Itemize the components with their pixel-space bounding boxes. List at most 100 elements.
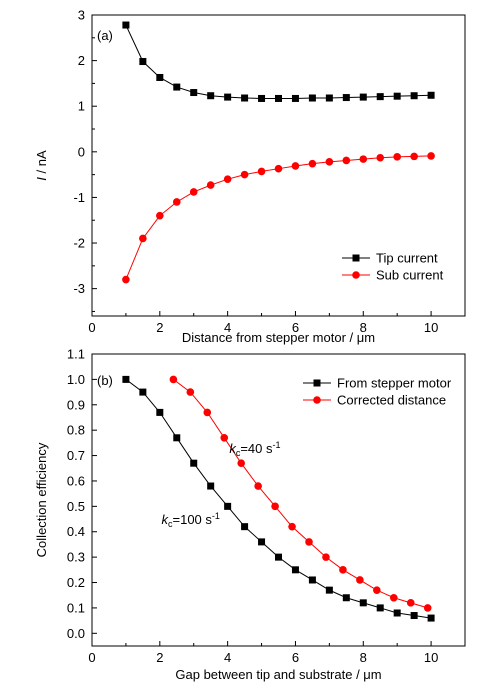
data-point-circle <box>206 181 215 189</box>
data-point-circle <box>220 433 229 442</box>
annotation-symbol: k <box>162 512 170 527</box>
data-point-square <box>139 388 147 396</box>
x-tick-label: 2 <box>156 650 163 665</box>
x-tick-label: 2 <box>156 320 163 335</box>
y-tick-label: 2 <box>78 53 85 68</box>
data-point-square <box>275 94 282 102</box>
legend-marker-circle <box>352 271 360 279</box>
panel-a-chart: 0 2 4 6 8 10 -3 -2 -1 0 1 2 3 Distance from stepper m… <box>34 8 466 345</box>
y-tick-label: 0 <box>78 144 85 159</box>
y-tick-label: 1.1 <box>67 347 85 362</box>
data-point-circle <box>274 164 283 173</box>
data-point-circle <box>257 167 266 176</box>
data-point-circle <box>342 156 351 165</box>
y-tick-label: 1.0 <box>67 372 85 387</box>
y-tick-label: 0.3 <box>67 550 85 565</box>
data-point-circle <box>406 599 415 607</box>
data-point-square <box>207 482 215 490</box>
x-tick-label: 4 <box>224 320 231 335</box>
data-point-circle <box>254 482 262 490</box>
data-point-square <box>342 94 350 102</box>
data-point-circle <box>237 459 245 467</box>
data-point-square <box>359 93 367 101</box>
data-point-square <box>156 408 164 416</box>
data-point-square <box>190 89 198 97</box>
legend-marker-square <box>352 254 360 262</box>
y-axis-title-unit: / nA <box>34 150 49 177</box>
data-point-square <box>308 576 316 584</box>
data-point-square <box>275 553 282 561</box>
y-tick-label: 0.7 <box>67 448 85 463</box>
data-point-circle <box>122 275 130 284</box>
data-point-square <box>325 94 333 102</box>
data-point-square <box>207 92 215 100</box>
y-tick-label: 0.4 <box>67 524 85 539</box>
panel-label: (b) <box>97 373 113 388</box>
data-point-circle <box>288 522 296 531</box>
data-point-circle <box>291 162 300 170</box>
x-tick-label: 6 <box>292 650 299 665</box>
data-point-circle <box>389 593 398 602</box>
y-tick-label: 1 <box>78 99 85 114</box>
annotation-superscript: -1 <box>273 440 281 450</box>
y-tick-label: -2 <box>73 236 85 251</box>
data-point-circle <box>156 211 164 220</box>
y-tick-label: -3 <box>73 281 85 296</box>
data-point-square <box>122 21 130 29</box>
x-axis-title: Distance from stepper motor / μm <box>182 330 375 345</box>
data-point-square <box>410 612 418 620</box>
x-axis-title: Gap between tip and substrate / μm <box>175 667 381 682</box>
data-point-square <box>122 375 130 383</box>
annotation-value: =40 s <box>240 441 273 456</box>
data-point-circle <box>423 604 432 612</box>
annotation-value: =100 s <box>173 512 213 527</box>
plot-frame <box>91 353 466 647</box>
data-point-square <box>376 93 384 101</box>
data-point-square <box>427 91 435 99</box>
legend-marker-circle <box>313 396 321 404</box>
y-tick-label: 0.1 <box>67 600 85 615</box>
panel-label: (a) <box>97 28 113 43</box>
data-point-circle <box>305 538 313 546</box>
data-point-square <box>359 599 367 607</box>
data-point-circle <box>410 152 418 161</box>
data-point-square <box>342 594 350 602</box>
data-point-circle <box>271 502 279 511</box>
data-point-square <box>410 92 418 100</box>
data-point-circle <box>325 158 334 166</box>
y-tick-label: 0.6 <box>67 473 85 488</box>
data-point-circle <box>359 155 368 163</box>
data-point-square <box>258 538 266 546</box>
x-tick-label: 4 <box>224 650 231 665</box>
data-point-circle <box>203 408 212 417</box>
annotation-subscript: c <box>168 519 173 529</box>
data-point-square <box>241 523 249 531</box>
rate-constant-annotation: kc=40 s-1 <box>229 440 280 458</box>
legend-label: Tip current <box>376 251 438 266</box>
x-tick-label: 0 <box>88 320 95 335</box>
data-point-square <box>173 434 181 442</box>
rate-constant-annotation: kc=100 s-1 <box>162 511 220 529</box>
legend-label: From stepper motor <box>337 376 452 391</box>
x-tick-label: 8 <box>360 320 367 335</box>
data-point-circle <box>376 153 385 162</box>
panel-b-chart: 0 2 4 6 8 10 0.0 0.1 0.2 0.3 0.4 0.5 0.6 0.7 0.8 0.9 1.0… <box>34 347 466 682</box>
data-point-circle <box>339 566 347 574</box>
y-tick-label: 0.2 <box>67 575 85 590</box>
data-point-circle <box>189 188 198 196</box>
data-point-square <box>291 566 299 574</box>
data-point-circle <box>373 586 381 594</box>
data-point-square <box>224 93 232 101</box>
y-tick-label: -1 <box>73 190 85 205</box>
data-point-square <box>241 94 249 102</box>
data-point-circle <box>308 159 317 168</box>
data-point-circle <box>356 576 364 584</box>
data-point-circle <box>240 170 249 179</box>
data-point-square <box>139 58 147 66</box>
y-tick-label: 0.9 <box>67 397 85 412</box>
annotation-subscript: c <box>236 448 241 458</box>
annotation-superscript: -1 <box>212 511 220 521</box>
series-line <box>125 378 432 619</box>
data-point-circle <box>223 175 232 183</box>
